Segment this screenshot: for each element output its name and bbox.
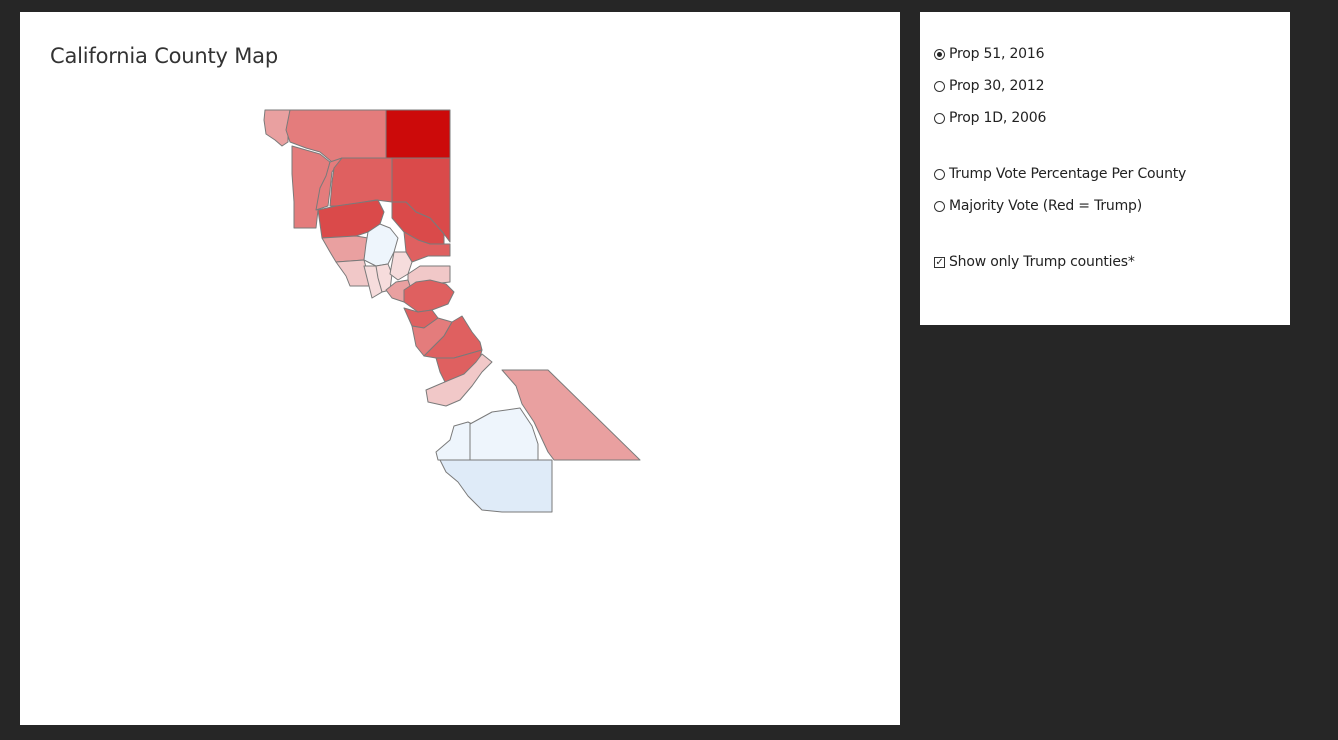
controls-panel: Prop 51, 2016 Prop 30, 2012 Prop 1D, 200… <box>920 12 1290 325</box>
radio-icon[interactable] <box>934 200 945 212</box>
county-inyo[interactable] <box>501 369 641 461</box>
county-modoc[interactable] <box>385 109 451 159</box>
radio-icon[interactable] <box>934 48 945 60</box>
option-prop-51-2016[interactable]: Prop 51, 2016 <box>934 46 1044 62</box>
county-shasta[interactable] <box>329 157 393 207</box>
option-label: Trump Vote Percentage Per County <box>949 166 1187 182</box>
county-butte[interactable] <box>363 223 399 267</box>
county-mendocino-south[interactable] <box>335 259 371 287</box>
option-label: Prop 51, 2016 <box>949 46 1045 62</box>
county-san-bernardino[interactable] <box>439 459 553 513</box>
map-title: California County Map <box>50 44 278 68</box>
county-kern[interactable] <box>469 407 539 461</box>
option-label: Prop 1D, 2006 <box>949 110 1047 126</box>
county-amador[interactable] <box>403 279 455 313</box>
option-majority-vote[interactable]: Majority Vote (Red = Trump) <box>934 198 1142 214</box>
checkbox-icon[interactable]: ✓ <box>934 256 945 268</box>
option-prop-30-2012[interactable]: Prop 30, 2012 <box>934 78 1044 94</box>
radio-icon[interactable] <box>934 112 945 124</box>
radio-icon[interactable] <box>934 168 945 180</box>
option-label: Majority Vote (Red = Trump) <box>949 198 1142 214</box>
option-trump-vote-percentage[interactable]: Trump Vote Percentage Per County <box>934 166 1186 182</box>
option-prop-1d-2006[interactable]: Prop 1D, 2006 <box>934 110 1046 126</box>
option-show-only-trump-counties[interactable]: ✓ Show only Trump counties* <box>934 254 1135 270</box>
county-map <box>263 109 641 513</box>
option-label: Prop 30, 2012 <box>949 78 1045 94</box>
county-kern-west[interactable] <box>435 421 473 461</box>
county-glenn[interactable] <box>321 235 369 263</box>
option-label: Show only Trump counties* <box>949 254 1135 270</box>
map-panel: California County Map <box>20 12 900 725</box>
radio-icon[interactable] <box>934 80 945 92</box>
county-tulare[interactable] <box>425 353 493 407</box>
